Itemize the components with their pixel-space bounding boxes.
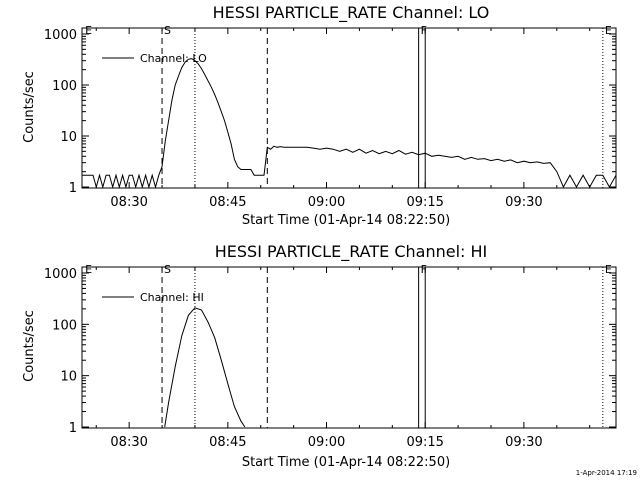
y-tick-label: 1 xyxy=(69,421,77,436)
plot-frame xyxy=(81,266,617,429)
chart-title: HESSI PARTICLE_RATE Channel: LO xyxy=(213,3,490,23)
x-tick-label: 09:00 xyxy=(308,435,345,450)
y-tick-label: 10 xyxy=(60,130,77,145)
series-line xyxy=(81,58,617,189)
hi-channel-panel: HESSI PARTICLE_RATE Channel: HI Counts/s… xyxy=(22,242,617,470)
y-tick-label: 1 xyxy=(69,181,77,196)
x-axis-label: Start Time (01-Apr-14 08:22:50) xyxy=(242,213,450,228)
x-tick-label: 09:15 xyxy=(406,195,443,210)
legend-label: Channel: HI xyxy=(140,291,204,304)
lo-channel-panel: HESSI PARTICLE_RATE Channel: LO Counts/s… xyxy=(22,3,617,228)
y-axis-label: Counts/sec xyxy=(22,71,37,143)
x-tick-label: 09:15 xyxy=(406,435,443,450)
x-tick-label: 09:30 xyxy=(505,195,542,210)
y-tick-label: 100 xyxy=(52,318,77,333)
x-axis-label: Start Time (01-Apr-14 08:22:50) xyxy=(242,455,450,470)
y-axis-label: Counts/sec xyxy=(22,310,37,382)
x-tick-label: 09:00 xyxy=(308,195,345,210)
marker-label: E xyxy=(85,263,92,276)
marker-label: E xyxy=(85,24,92,37)
y-tick-label: 1000 xyxy=(44,267,77,282)
marker-label: E xyxy=(605,24,612,37)
x-tick-label: 08:45 xyxy=(209,435,246,450)
y-tick-label: 1000 xyxy=(44,28,77,43)
marker-label: F xyxy=(421,263,427,276)
y-tick-label: 10 xyxy=(60,370,77,385)
plot-timestamp: 1-Apr-2014 17:19 xyxy=(576,469,637,477)
y-tick-label: 100 xyxy=(52,79,77,94)
marker-label: S xyxy=(164,263,171,276)
legend-label: Channel: LO xyxy=(140,52,207,65)
x-tick-label: 09:30 xyxy=(505,435,542,450)
marker-label: F xyxy=(421,24,427,37)
series-line xyxy=(164,307,246,428)
x-tick-label: 08:45 xyxy=(209,195,246,210)
chart-title: HESSI PARTICLE_RATE Channel: HI xyxy=(215,242,488,262)
plot-frame xyxy=(81,27,617,189)
marker-label: S xyxy=(164,24,171,37)
x-tick-label: 08:30 xyxy=(110,195,147,210)
x-tick-label: 08:30 xyxy=(110,435,147,450)
marker-label: E xyxy=(605,263,612,276)
